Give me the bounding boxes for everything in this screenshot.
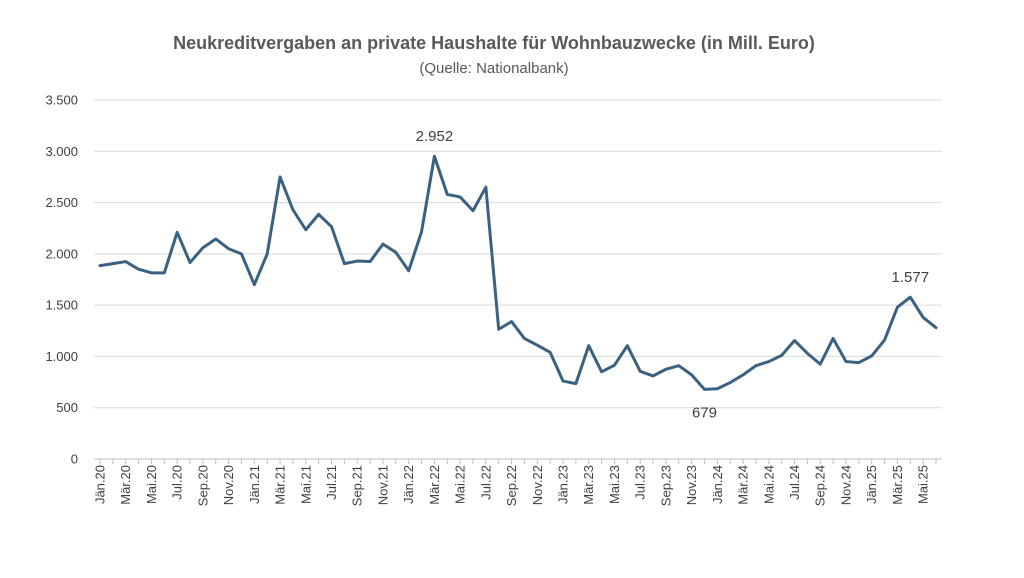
x-tick-label: Jän.24 bbox=[710, 465, 725, 504]
y-tick-label: 2.500 bbox=[45, 195, 78, 210]
data-label: 679 bbox=[692, 404, 717, 421]
series bbox=[98, 154, 938, 391]
x-tick-label: Jän.25 bbox=[864, 465, 879, 504]
x-tick-label: Sep.20 bbox=[195, 465, 210, 506]
x-tick-label: Nov.24 bbox=[838, 465, 853, 505]
x-tick-label: Mai.22 bbox=[453, 465, 468, 504]
x-tick-label: Mär.21 bbox=[273, 465, 288, 505]
x-tick-label: Mär.22 bbox=[427, 465, 442, 505]
x-tick-label: Nov.21 bbox=[375, 465, 390, 505]
x-tick-label: Mär.20 bbox=[118, 465, 133, 505]
x-tick-label: Sep.22 bbox=[504, 465, 519, 506]
x-tick-label: Mai.20 bbox=[144, 465, 159, 504]
x-tick-label: Sep.24 bbox=[813, 465, 828, 506]
x-tick-label: Mai.23 bbox=[607, 465, 622, 504]
x-tick-label: Mär.25 bbox=[890, 465, 905, 505]
y-tick-label: 3.000 bbox=[45, 144, 78, 159]
y-tick-label: 0 bbox=[71, 452, 78, 467]
x-tick-label: Jän.21 bbox=[247, 465, 262, 504]
x-tick-label: Mai.25 bbox=[916, 465, 931, 504]
x-tick-label: Sep.23 bbox=[658, 465, 673, 506]
x-tick-label: Jul.21 bbox=[324, 465, 339, 500]
y-tick-label: 1.000 bbox=[45, 349, 78, 364]
chart-subtitle: (Quelle: Nationalbank) bbox=[419, 60, 569, 77]
x-tick-label: Mai.24 bbox=[761, 465, 776, 504]
x-tick-label: Jul.24 bbox=[787, 465, 802, 500]
y-tick-label: 2.000 bbox=[45, 246, 78, 261]
x-tick-label: Nov.22 bbox=[530, 465, 545, 505]
x-tick-label: Jän.20 bbox=[93, 465, 108, 504]
x-tick-label: Jän.22 bbox=[401, 465, 416, 504]
y-tick-label: 1.500 bbox=[45, 298, 78, 313]
x-axis: Jän.20 Mär.20 Mai.20 Jul.20 Sep.20 Nov.20 Jän.… bbox=[93, 458, 942, 506]
x-tick-label: Jul.23 bbox=[633, 465, 648, 500]
x-tick-label: Sep.21 bbox=[350, 465, 365, 506]
x-tick-label: Mai.21 bbox=[298, 465, 313, 504]
y-tick-label: 500 bbox=[56, 400, 78, 415]
x-tick-label: Nov.23 bbox=[684, 465, 699, 505]
series-line bbox=[98, 154, 938, 391]
chart-title: Neukreditvergaben an private Haushalte f… bbox=[173, 33, 815, 53]
x-tick-label: Mär.23 bbox=[581, 465, 596, 505]
y-tick-label: 3.500 bbox=[45, 93, 78, 108]
data-label: 1.577 bbox=[892, 269, 930, 286]
x-tick-label: Jul.22 bbox=[478, 465, 493, 500]
x-tick-label: Nov.20 bbox=[221, 465, 236, 505]
x-tick-label: Jän.23 bbox=[556, 465, 571, 504]
annotations: 2.952 679 1.577 bbox=[416, 128, 929, 421]
x-tick-label: Jul.20 bbox=[170, 465, 185, 500]
x-tick-label: Mär.24 bbox=[736, 465, 751, 505]
gridlines bbox=[94, 99, 942, 409]
y-axis: 0 500 1.000 1.500 2.000 2.500 3.000 3.500 bbox=[45, 93, 78, 467]
data-label: 2.952 bbox=[416, 128, 454, 145]
